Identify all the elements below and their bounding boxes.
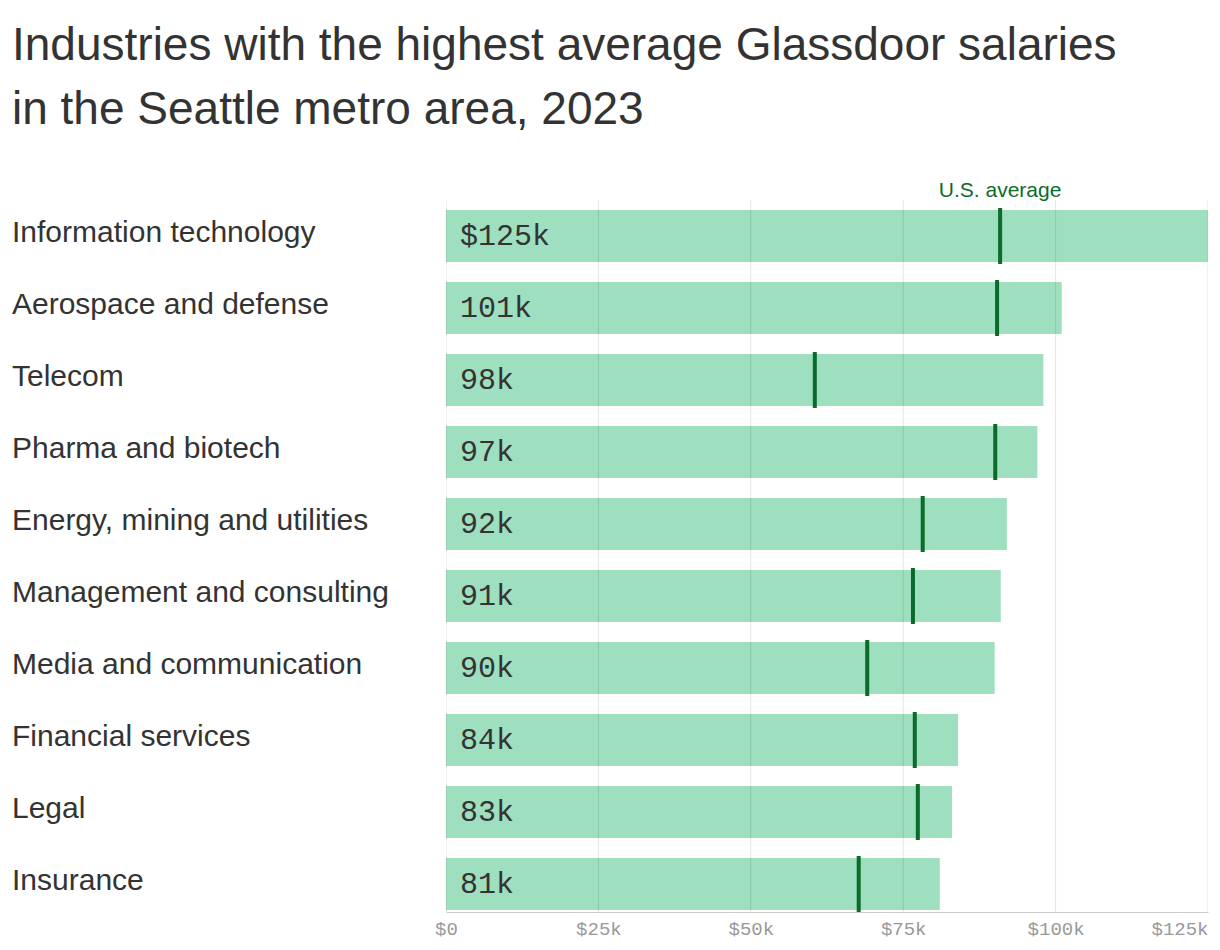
average-marker [813,352,817,408]
data-label: 92k [460,508,514,542]
tick-label: $75k [881,919,927,941]
bar [446,426,1037,478]
average-marker [913,712,917,768]
bar [446,642,995,694]
average-marker [857,856,861,912]
bar [446,786,952,838]
tick: $0 [435,912,458,941]
bar [446,570,1001,622]
grid-line [750,200,751,912]
data-label: 97k [460,436,514,470]
tick-label: $25k [576,919,622,941]
data-label: 84k [460,724,514,758]
bar [446,282,1062,334]
category-label: Pharma and biotech [12,431,281,464]
tick: $50k [728,912,774,941]
grid-line [1055,200,1056,912]
grid-line [1208,200,1209,912]
category-label: Management and consulting [12,575,389,608]
category-label: Insurance [12,863,144,896]
axis-line [447,912,1209,913]
average-marker [865,640,869,696]
tick: $75k [881,912,927,941]
tick-label: $125k [1151,919,1208,941]
data-label: $125k [460,220,550,254]
bar [446,858,940,910]
title: Industries with the highest average Glas… [12,18,1117,134]
grid-line [446,200,447,912]
grid-line [598,200,599,912]
data-label: 91k [460,580,514,614]
plot-area [446,200,1208,912]
bar [446,210,1208,262]
average-marker [998,208,1002,264]
category-label: Financial services [12,719,250,752]
average-marker [911,568,915,624]
average-marker [916,784,920,840]
average-marker [993,424,997,480]
category-label: Aerospace and defense [12,287,329,320]
average-marker [995,280,999,336]
data-label: 90k [460,652,514,686]
tick: $125k [1151,912,1208,941]
category-label: Telecom [12,359,124,392]
category-label: Information technology [12,215,316,248]
tick: $25k [576,912,622,941]
category-label: Energy, mining and utilities [12,503,368,536]
average-marker [921,496,925,552]
tick-label: $0 [435,919,458,941]
chart: Industries with the highest average Glas… [0,0,1220,950]
category-label: Legal [12,791,85,824]
data-label: 98k [460,364,514,398]
data-label: 83k [460,796,514,830]
bar [446,714,958,766]
x-axis: $0 $25k $50k $75k $100k $125k [435,912,1208,941]
tick-label: $50k [728,919,774,941]
tick-label: $100k [1028,919,1085,941]
average-label: U.S. average [939,178,1062,201]
tick: $100k [1028,912,1085,941]
data-label: 81k [460,868,514,902]
grid-line [903,200,904,912]
category-label: Media and communication [12,647,362,680]
bar [446,354,1043,406]
data-label: 101k [460,292,532,326]
